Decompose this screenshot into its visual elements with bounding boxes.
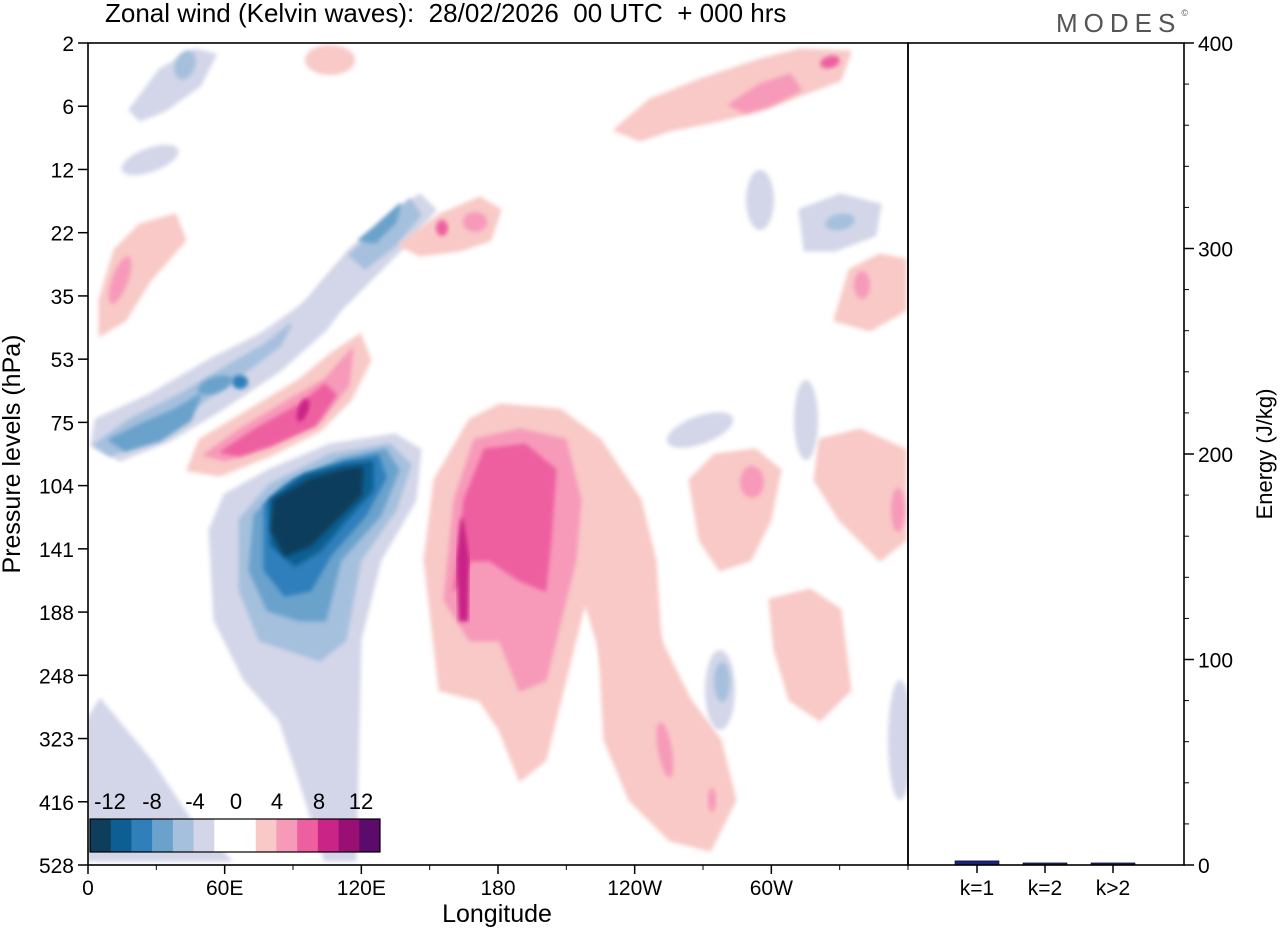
- negative-band-core: [232, 375, 248, 389]
- heatmap-contours: [88, 45, 908, 862]
- colorbar-swatch: [359, 819, 381, 852]
- colorbar-frame: [89, 818, 381, 853]
- colorbar-swatch: [193, 819, 215, 852]
- x-axis-label: Longitude: [442, 900, 552, 928]
- pressure-axis: 2 6 12 22 35 53 75 104 141 188 248 323 416 528: [39, 33, 88, 878]
- upper-positive-far-east-inner: [854, 271, 870, 299]
- negative-band-inner: [108, 393, 202, 452]
- logo-text: MODES: [1056, 8, 1182, 38]
- colorbar-swatch: [172, 819, 194, 852]
- pressure-tick-label: 6: [62, 96, 74, 119]
- positive-contour-inner: [453, 443, 557, 592]
- colorbar-swatch: [338, 819, 360, 852]
- positive-plume: [598, 578, 737, 852]
- pressure-tick-label: 188: [39, 602, 74, 625]
- upper-negative-far-east-inner: [825, 213, 855, 231]
- positive-plume-inner: [656, 722, 674, 778]
- upper-negative-core: [358, 203, 402, 244]
- energy-tick-label: 100: [1198, 650, 1233, 673]
- upper-positive-east-inner: [728, 73, 802, 114]
- colorbar-swatch: [110, 819, 132, 852]
- energy-tick-label: 0: [1198, 855, 1210, 878]
- longitude-tick-label: 60E: [206, 877, 243, 900]
- negative-upper-east-2: [746, 170, 774, 230]
- colorbar-label: 4: [271, 789, 283, 814]
- negative-lower-east-inner: [714, 662, 730, 702]
- energy-tick-label: 200: [1198, 444, 1233, 467]
- energy-tick-label: 400: [1198, 33, 1233, 56]
- longitude-tick-label: 120W: [607, 877, 662, 900]
- colorbar-swatch: [235, 819, 257, 852]
- energy-axis: 0 100 200 300 400: [1184, 33, 1233, 878]
- upper-positive-east: [613, 48, 852, 142]
- upper-positive-east-core: [820, 55, 840, 69]
- bar-category-label: k=2: [1028, 877, 1062, 900]
- negative-right-edge: [888, 680, 908, 800]
- positive-contour-core: [456, 518, 470, 622]
- upper-positive-west: [98, 213, 187, 337]
- positive-plume-inner: [708, 788, 716, 812]
- colorbar-swatch: [131, 819, 153, 852]
- pressure-tick-label: 104: [39, 476, 74, 499]
- positive-east-inner: [740, 466, 764, 498]
- pressure-tick-label: 35: [51, 286, 74, 309]
- colorbar-swatch: [297, 819, 319, 852]
- negative-east-band: [794, 380, 818, 460]
- colorbar-label: 0: [230, 789, 242, 814]
- positive-east-3: [768, 588, 852, 722]
- colorbar-label: 8: [313, 789, 325, 814]
- chart-title: Zonal wind (Kelvin waves): 28/02/2026 00…: [105, 0, 787, 28]
- upper-positive-mid-inner: [463, 212, 487, 232]
- y-axis-label: Pressure levels (hPa): [0, 335, 26, 574]
- positive-band-core: [296, 398, 310, 422]
- upper-positive-top: [305, 45, 355, 75]
- upper-positive-far-east: [833, 253, 907, 332]
- colorbar-label: -12: [94, 789, 126, 814]
- energy-bars: k=1 k=2 k>2: [954, 860, 1136, 900]
- negative-contour-core: [270, 466, 364, 557]
- upper-positive-west-inner: [108, 256, 132, 304]
- colorbar-swatch: [276, 819, 298, 852]
- pressure-tick-label: 22: [51, 223, 74, 246]
- positive-east-2: [813, 428, 907, 562]
- upper-positive-mid-core: [436, 220, 448, 236]
- pressure-tick-label: 323: [39, 729, 74, 752]
- colorbar-label: -8: [142, 789, 162, 814]
- pressure-tick-label: 75: [51, 412, 74, 435]
- upper-negative-west-inner: [174, 50, 196, 80]
- pressure-tick-label: 12: [51, 159, 74, 182]
- colorbar-swatch: [152, 819, 174, 852]
- pressure-tick-label: 416: [39, 792, 74, 815]
- copyright-mark: ©: [1181, 8, 1188, 18]
- energy-tick-label: 300: [1198, 239, 1233, 262]
- bar-panel-frame: [907, 42, 1185, 866]
- pressure-tick-label: 248: [39, 665, 74, 688]
- colorbar-swatch: [90, 819, 112, 852]
- colorbar-label: -4: [185, 789, 205, 814]
- bar-category-label: k=1: [960, 877, 994, 900]
- pressure-tick-label: 141: [39, 539, 74, 562]
- longitude-tick-label: 0: [82, 877, 94, 900]
- longitude-tick-label: 60W: [750, 877, 793, 900]
- colorbar-swatch: [255, 819, 277, 852]
- negative-upper-west-2: [121, 144, 179, 176]
- colorbar-swatch: [317, 819, 339, 852]
- longitude-axis: 0 60E 120E 180 120W 60W: [82, 865, 909, 900]
- negative-band-inner: [197, 375, 233, 395]
- modes-logo: MODES©: [1056, 8, 1188, 39]
- colorbar-label: 12: [349, 789, 373, 814]
- pressure-tick-label: 2: [62, 33, 74, 56]
- colorbar: -12 -8 -4 0 4 8 12: [89, 789, 381, 853]
- bar-category-label: k>2: [1096, 877, 1130, 900]
- positive-east-2-inner: [891, 488, 905, 532]
- longitude-tick-label: 120E: [337, 877, 386, 900]
- colorbar-swatch: [214, 819, 236, 852]
- pressure-tick-label: 53: [51, 349, 74, 372]
- energy-axis-label: Energy (J/kg): [1252, 389, 1277, 520]
- longitude-tick-label: 180: [480, 877, 515, 900]
- pressure-tick-label: 528: [39, 855, 74, 878]
- negative-east-mid: [666, 412, 734, 448]
